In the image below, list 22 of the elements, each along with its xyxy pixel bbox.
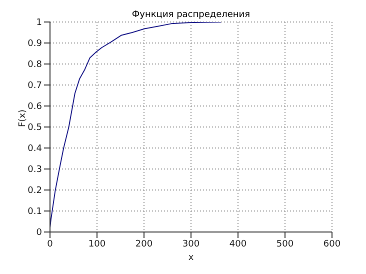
y-tick-label: 0 [36, 228, 42, 238]
y-tick-label: 0.8 [28, 60, 42, 70]
y-axis-title: F(x) [18, 109, 28, 127]
y-tick-label: 0.4 [28, 144, 42, 154]
x-tick-label: 0 [47, 239, 54, 250]
y-tick-label: 0.7 [28, 81, 42, 92]
y-tick-label: 0.9 [28, 39, 42, 50]
y-tick-label: 0.5 [28, 123, 42, 134]
x-tick-label: 200 [135, 239, 153, 250]
y-tick-label: 1 [36, 18, 42, 28]
y-tick-label: 0.3 [28, 165, 42, 176]
y-tick-label: 0.2 [28, 186, 42, 196]
x-axis-title: x [188, 253, 194, 263]
x-tick-label: 500 [276, 239, 294, 250]
x-tick-label: 300 [182, 239, 200, 250]
y-tick-label: 0.1 [28, 207, 42, 218]
x-tick-label: 400 [229, 239, 247, 250]
x-tick-label: 600 [323, 239, 341, 250]
y-tick-label: 0.6 [28, 102, 42, 112]
chart-title: Функция распределения [130, 10, 252, 20]
x-tick-label: 100 [88, 239, 106, 250]
line-series [50, 22, 222, 228]
